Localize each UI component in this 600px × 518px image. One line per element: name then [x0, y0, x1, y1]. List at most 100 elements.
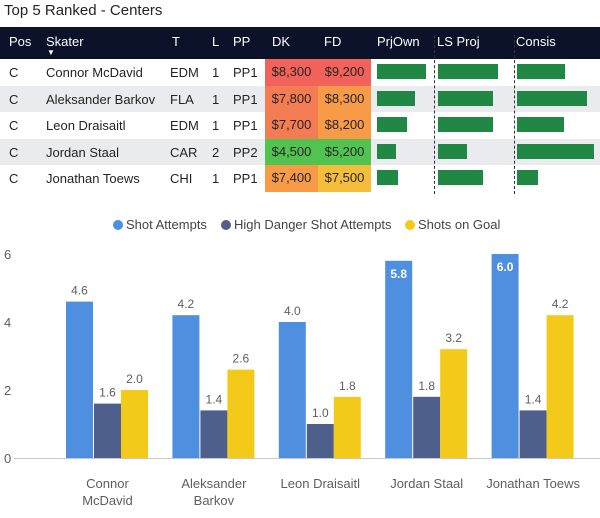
- column-divider: [514, 35, 515, 194]
- cell-dk-salary: $4,500: [265, 138, 318, 165]
- x-category-label: Jordan Staal: [390, 476, 463, 491]
- legend-label: Shot Attempts: [126, 217, 207, 232]
- cell-skater: Aleksander Barkov: [46, 91, 156, 107]
- databar-lsproj: [438, 170, 483, 185]
- legend-dot-icon: [221, 220, 231, 230]
- bar-high-danger: [94, 403, 121, 458]
- bar-shot-attempts: [172, 315, 200, 458]
- databar-lsproj: [438, 117, 493, 132]
- table-row[interactable]: C Jonathan Toews CHI 1 PP1 $7,400 $7,500: [0, 165, 600, 192]
- bar-high-danger: [306, 424, 334, 458]
- col-header-consis[interactable]: Consis: [516, 34, 556, 49]
- table-row[interactable]: C Connor McDavid EDM 1 PP1 $8,300 $9,200: [0, 59, 600, 86]
- data-label: 4.2: [178, 297, 195, 311]
- cell-pos: C: [9, 118, 19, 133]
- col-header-team[interactable]: T: [172, 34, 180, 49]
- legend-dot-icon: [113, 220, 123, 230]
- shot-stats-chart: 0 2 4 6 4.6 1.6 2.0 Connor McDavid 4.2 1.4 2.6 Aleks…: [4, 247, 600, 508]
- bar-high-danger: [519, 410, 547, 458]
- bar-shots-on-goal: [546, 315, 574, 458]
- col-header-fd[interactable]: FD: [324, 34, 342, 49]
- col-header-lsproj[interactable]: LS Proj: [437, 34, 480, 49]
- databar-consis: [517, 143, 594, 159]
- cell-pos: C: [9, 65, 19, 80]
- cell-line: 1: [212, 65, 220, 80]
- table-row[interactable]: C Aleksander Barkov FLA 1 PP1 $7,800 $8,300: [0, 85, 600, 112]
- col-header-pp[interactable]: PP: [233, 34, 251, 49]
- cell-fd-salary: $9,200: [318, 59, 371, 86]
- y-tick-label: 6: [4, 247, 11, 262]
- bar-shots-on-goal: [121, 390, 148, 458]
- bar-shot-attempts: [278, 322, 306, 458]
- bar-shot-attempts: [491, 254, 519, 458]
- databar-consis: [517, 90, 587, 106]
- legend-label: High Danger Shot Attempts: [234, 217, 392, 232]
- col-header-dk[interactable]: DK: [272, 34, 291, 49]
- cell-fd-salary: $5,200: [318, 138, 371, 165]
- bar-shots-on-goal: [227, 369, 255, 458]
- col-header-prjown[interactable]: PrjOwn: [377, 34, 420, 49]
- cell-pp: PP1: [233, 65, 258, 80]
- databar-lsproj: [438, 64, 498, 79]
- table-row[interactable]: C Jordan Staal CAR 2 PP2 $4,500 $5,200: [0, 138, 600, 165]
- cell-line: 1: [212, 118, 220, 133]
- databar-prjown: [377, 64, 426, 79]
- col-header-pos[interactable]: Pos: [9, 34, 32, 49]
- cell-line: 2: [212, 144, 220, 160]
- bar-shots-on-goal: [440, 349, 468, 458]
- cell-team: EDM: [170, 118, 199, 133]
- databar-lsproj: [438, 143, 467, 159]
- legend-item-high-danger[interactable]: High Danger Shot Attempts: [221, 217, 392, 232]
- legend-item-shot-attempts[interactable]: Shot Attempts: [113, 217, 207, 232]
- col-header-line[interactable]: L: [212, 34, 220, 49]
- x-category-label: Jonathan Toews: [486, 476, 580, 491]
- bar-shot-attempts: [66, 301, 93, 458]
- databar-prjown: [377, 90, 415, 106]
- data-label: 4.2: [552, 297, 569, 311]
- bar-shot-attempts: [385, 260, 413, 458]
- cell-fd-salary: $8,300: [318, 85, 371, 112]
- databar-consis: [517, 64, 565, 79]
- data-label: 1.8: [418, 379, 435, 393]
- cell-pos: C: [9, 171, 19, 186]
- cell-pos: C: [9, 144, 19, 160]
- cell-skater: Leon Draisaitl: [46, 118, 126, 133]
- cell-pp: PP1: [233, 171, 258, 186]
- col-header-skater[interactable]: Skater: [46, 34, 84, 49]
- y-tick-label: 2: [4, 383, 11, 398]
- x-category-label: Barkov: [194, 493, 235, 508]
- databar-prjown: [377, 117, 407, 132]
- databar-lsproj: [438, 90, 493, 106]
- bar-high-danger: [413, 396, 441, 458]
- y-tick-label: 0: [4, 451, 11, 466]
- data-label: 1.4: [206, 392, 223, 406]
- cell-line: 1: [212, 91, 220, 107]
- databar-prjown: [377, 143, 396, 159]
- databar-consis: [517, 170, 538, 185]
- cell-dk-salary: $7,800: [265, 85, 318, 112]
- x-category-label: Leon Draisaitl: [281, 476, 361, 491]
- data-label: 4.0: [284, 304, 301, 318]
- cell-team: CAR: [170, 144, 198, 160]
- x-category-label: McDavid: [82, 493, 133, 508]
- rankings-table: Pos Skater ▼ T L PP DK FD PrjOwn LS Proj…: [0, 27, 600, 192]
- sort-descending-icon[interactable]: ▼: [47, 48, 55, 57]
- page-title: Top 5 Ranked - Centers: [4, 2, 163, 19]
- cell-dk-salary: $7,400: [265, 165, 318, 192]
- data-label: 1.0: [312, 406, 329, 420]
- table-row[interactable]: C Leon Draisaitl EDM 1 PP1 $7,700 $8,200: [0, 112, 600, 139]
- bar-shots-on-goal: [333, 396, 361, 458]
- cell-pp: PP1: [233, 91, 258, 107]
- table-header: Pos Skater ▼ T L PP DK FD PrjOwn LS Proj…: [0, 27, 600, 59]
- y-tick-label: 4: [4, 315, 11, 330]
- cell-dk-salary: $7,700: [265, 112, 318, 139]
- legend-dot-icon: [405, 220, 415, 230]
- legend-item-shots-on-goal[interactable]: Shots on Goal: [405, 217, 500, 232]
- cell-skater: Connor McDavid: [46, 65, 143, 80]
- cell-fd-salary: $7,500: [318, 165, 371, 192]
- cell-pp: PP2: [233, 144, 258, 160]
- data-label: 1.8: [339, 379, 356, 393]
- cell-team: CHI: [170, 171, 193, 186]
- cell-pos: C: [9, 91, 19, 107]
- data-label: 6.0: [497, 260, 514, 274]
